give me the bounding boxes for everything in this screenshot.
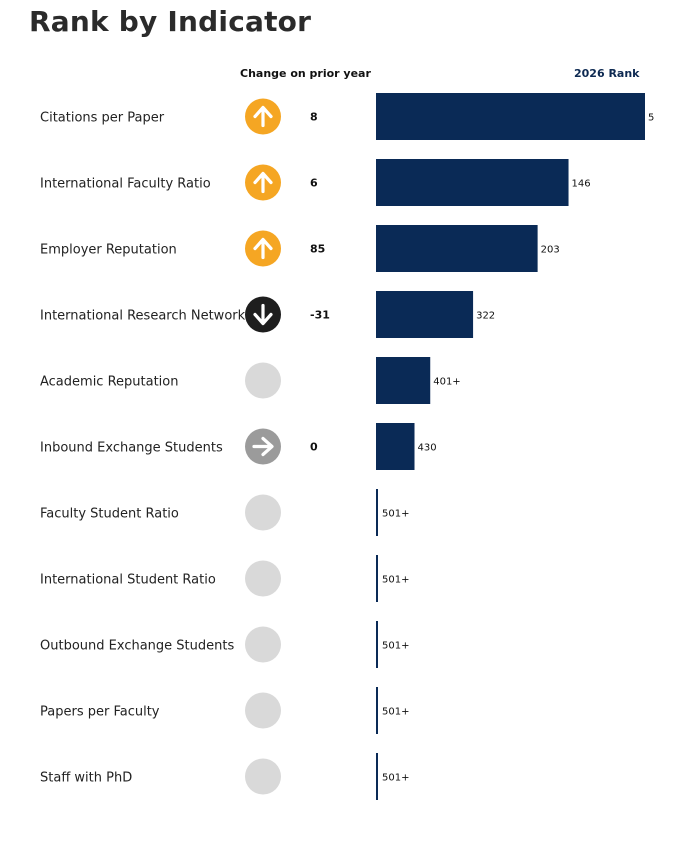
rank-label: 5	[648, 113, 654, 124]
indicator-label: Outbound Exchange Students	[40, 639, 234, 654]
rank-bar	[376, 621, 378, 668]
indicator-row: Academic Reputation 401+	[40, 357, 461, 404]
indicator-row: Staff with PhD 501+	[40, 753, 409, 800]
rank-bar	[376, 225, 538, 272]
arrow-glyph	[253, 171, 273, 194]
arrow-up-icon	[245, 230, 281, 267]
rank-label: 501+	[382, 641, 409, 652]
indicator-row: Papers per Faculty 501+	[40, 687, 409, 734]
arrow-glyph	[253, 105, 273, 128]
icon-circle	[245, 494, 281, 531]
change-value: 0	[310, 441, 318, 454]
indicator-label: Staff with PhD	[40, 771, 132, 786]
indicator-row: Outbound Exchange Students 501+	[40, 621, 409, 668]
rank-bar	[376, 291, 474, 338]
no-change-data-icon	[245, 560, 281, 597]
icon-circle	[245, 692, 281, 729]
indicator-row: Employer Reputation 85 203	[40, 225, 560, 272]
rank-column-header: 2026 Rank	[574, 67, 640, 80]
no-change-data-icon	[245, 626, 281, 663]
arrow-glyph	[253, 237, 273, 260]
arrow-glyph	[253, 303, 273, 326]
rank-label: 501+	[382, 575, 409, 586]
change-value: 85	[310, 243, 325, 256]
rank-bar	[376, 357, 431, 404]
rank-label: 322	[476, 311, 495, 322]
page-title: Rank by Indicator	[29, 5, 312, 38]
indicator-label: Employer Reputation	[40, 243, 177, 258]
rank-label: 501+	[382, 707, 409, 718]
rank-bar	[376, 753, 378, 800]
rank-label: 501+	[382, 773, 409, 784]
icon-circle	[245, 362, 281, 399]
indicator-row: Inbound Exchange Students 0 430	[40, 423, 437, 470]
arrow-up-icon	[245, 98, 281, 135]
icon-circle	[245, 758, 281, 795]
rank-label: 430	[418, 443, 437, 454]
arrow-glyph	[252, 436, 274, 457]
rank-bar	[376, 489, 378, 536]
rank-bar	[376, 555, 378, 602]
no-change-data-icon	[245, 494, 281, 531]
no-change-data-icon	[245, 692, 281, 729]
rank-bar	[376, 687, 378, 734]
rank-label: 146	[572, 179, 591, 190]
rank-bar	[376, 423, 415, 470]
arrow-right-icon	[245, 428, 281, 465]
indicator-row: Citations per Paper 8 5	[40, 93, 654, 140]
arrow-down-icon	[245, 296, 281, 333]
indicator-row: International Research Network -31 322	[40, 291, 495, 338]
indicator-label: International Student Ratio	[40, 573, 216, 588]
rank-bar	[376, 159, 569, 206]
indicator-label: Papers per Faculty	[40, 705, 160, 720]
change-column-header: Change on prior year	[240, 67, 371, 80]
arrow-up-icon	[245, 164, 281, 201]
icon-circle	[245, 626, 281, 663]
change-value: 6	[310, 177, 318, 190]
no-change-data-icon	[245, 758, 281, 795]
indicator-label: Citations per Paper	[40, 111, 165, 126]
change-value: 8	[310, 111, 318, 124]
icon-circle	[245, 560, 281, 597]
no-change-data-icon	[245, 362, 281, 399]
indicator-row: International Faculty Ratio 6 146	[40, 159, 591, 206]
indicator-row: International Student Ratio 501+	[40, 555, 409, 602]
indicator-label: Academic Reputation	[40, 375, 179, 390]
rank-label: 203	[541, 245, 560, 256]
rank-label: 501+	[382, 509, 409, 520]
indicator-label: International Faculty Ratio	[40, 177, 211, 192]
rank-label: 401+	[433, 377, 460, 388]
change-value: -31	[310, 309, 330, 322]
indicator-label: Faculty Student Ratio	[40, 507, 179, 522]
indicator-label: Inbound Exchange Students	[40, 441, 223, 456]
rank-bar	[376, 93, 645, 140]
indicator-row: Faculty Student Ratio 501+	[40, 489, 409, 536]
indicator-label: International Research Network	[40, 309, 246, 324]
